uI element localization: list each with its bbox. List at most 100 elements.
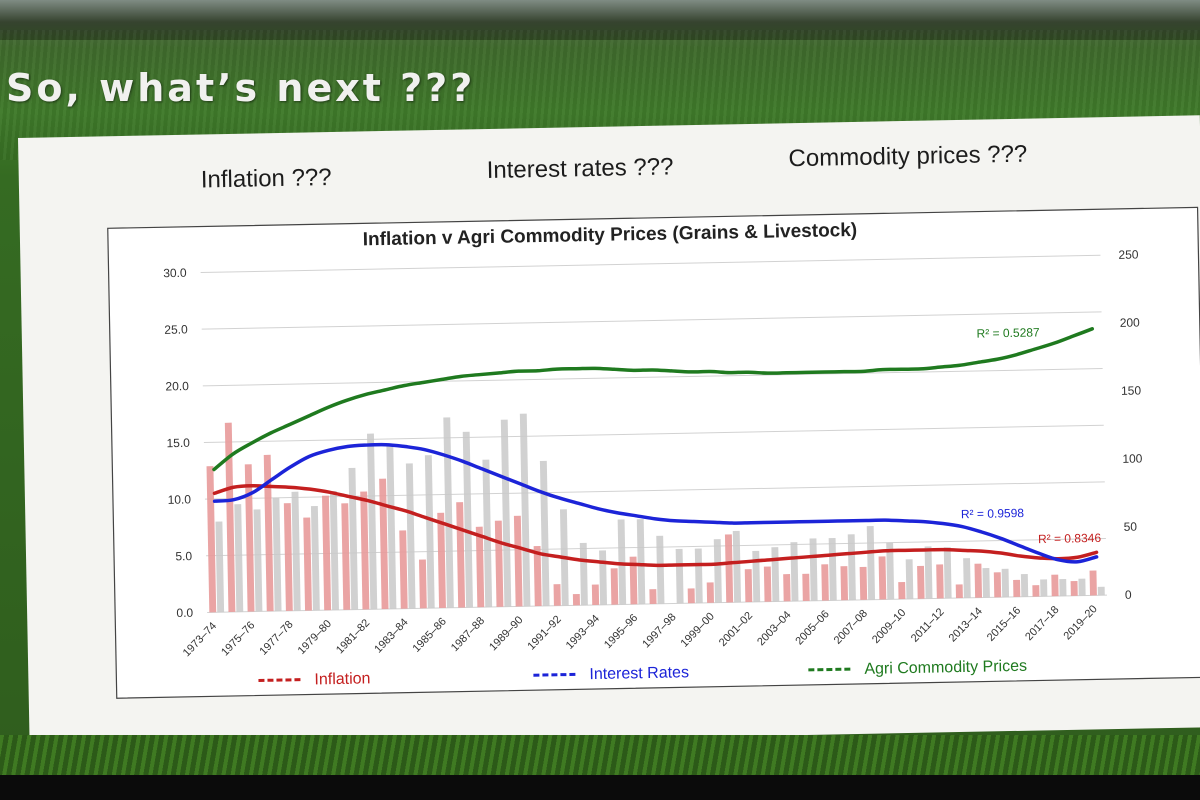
bar-inflation	[610, 568, 619, 605]
bar-interest-rate	[886, 542, 895, 600]
y-tick-label-left: 25.0	[164, 322, 188, 336]
bar-interest-rate	[809, 538, 818, 601]
gridline	[200, 254, 1101, 274]
bar-interest-rate	[771, 547, 780, 602]
bar-interest-rate	[539, 460, 550, 607]
bar-inflation	[244, 464, 255, 612]
legend-swatch-inflation	[258, 678, 303, 682]
bar-interest-rate	[329, 490, 339, 611]
slide-headline: So, what’s next ???	[6, 66, 476, 110]
bar-inflation	[321, 495, 332, 611]
bar-interest-rate	[828, 538, 837, 601]
trend-line-inflation	[212, 483, 1099, 568]
bar-interest-rate	[386, 444, 397, 609]
bar-inflation	[283, 503, 293, 611]
y-tick-label-right: 0	[1125, 588, 1132, 602]
bar-interest-rate	[1059, 578, 1067, 597]
bar-inflation	[1070, 581, 1078, 596]
bar-interest-rate	[924, 546, 933, 599]
bar-interest-rate	[367, 433, 378, 610]
background-tree-line	[0, 0, 1200, 40]
bar-inflation	[706, 582, 714, 603]
bar-inflation	[878, 556, 887, 600]
bar-inflation	[379, 478, 389, 610]
bar-interest-rate	[215, 521, 225, 613]
y-tick-label-left: 20.0	[165, 379, 189, 393]
bar-interest-rate	[272, 497, 282, 612]
bar-inflation	[744, 569, 753, 603]
bar-inflation	[399, 530, 408, 609]
bar-interest-rate	[943, 547, 952, 599]
bar-inflation	[591, 584, 600, 606]
bar-inflation	[821, 564, 829, 601]
bar-interest-rate	[963, 558, 971, 598]
y-tick-label-right: 150	[1121, 383, 1142, 397]
bar-inflation	[418, 559, 427, 609]
bar-inflation	[724, 534, 734, 603]
r-squared-commodity: R² = 0.5287	[976, 325, 1040, 340]
r-squared-inflation: R² = 0.8346	[1038, 531, 1102, 546]
bar-interest-rate	[424, 455, 435, 609]
legend-label-inflation: Inflation	[314, 670, 370, 688]
bar-inflation	[263, 454, 274, 612]
bar-interest-rate	[982, 567, 990, 598]
bar-inflation	[917, 565, 925, 599]
bar-interest-rate	[790, 542, 799, 602]
bar-inflation	[783, 574, 791, 602]
bar-inflation	[898, 582, 906, 600]
bar-inflation	[687, 588, 695, 604]
bar-interest-rate	[1040, 579, 1048, 597]
bar-interest-rate	[310, 506, 320, 611]
y-tick-label-left: 5.0	[175, 549, 192, 563]
trend-line-agri-commodity-prices	[212, 327, 1095, 472]
bar-interest-rate	[253, 509, 263, 612]
y-tick-label-left: 0.0	[176, 606, 193, 620]
y-tick-label-right: 50	[1124, 520, 1138, 534]
gridline	[201, 311, 1102, 330]
bar-interest-rate	[675, 548, 684, 604]
bar-interest-rate	[1001, 568, 1010, 598]
bar-inflation	[533, 545, 542, 607]
bar-inflation	[553, 584, 561, 606]
bar-inflation	[437, 512, 446, 609]
bar-interest-rate	[713, 539, 722, 603]
bar-interest-rate	[291, 491, 301, 611]
bar-inflation	[1051, 574, 1059, 597]
bar-inflation	[224, 422, 236, 613]
bar-interest-rate	[694, 548, 703, 604]
y-tick-label-left: 10.0	[167, 492, 191, 506]
bar-inflation	[1032, 585, 1040, 597]
legend-swatch-interest	[533, 672, 578, 677]
bar-interest-rate	[905, 559, 914, 600]
inflation-commodity-chart: 0.0 5.0 10.0 15.0 20.0 25.0 30.0 0 50 100 150 200 25…	[107, 206, 1200, 699]
bar-interest-rate	[617, 519, 627, 605]
background-grass	[0, 735, 1200, 780]
bar-inflation	[649, 589, 657, 604]
bar-inflation	[955, 584, 963, 599]
legend-label-interest: Interest Rates	[589, 664, 689, 683]
gridline	[202, 368, 1103, 387]
y-tick-label-left: 30.0	[163, 266, 187, 280]
y-tick-label-right: 100	[1122, 451, 1143, 465]
slide-panel: Inflation ??? Interest rates ??? Commodi…	[18, 115, 1200, 750]
bar-interest-rate	[847, 534, 856, 601]
bar-interest-rate	[1020, 574, 1029, 597]
bar-inflation	[974, 563, 983, 598]
bar-inflation	[936, 564, 944, 599]
bar-inflation	[629, 556, 638, 605]
bar-inflation	[360, 491, 370, 610]
bar-inflation	[572, 593, 580, 606]
bar-interest-rate	[519, 413, 531, 607]
bar-inflation	[993, 572, 1002, 598]
y-tick-label-left: 15.0	[166, 436, 190, 450]
bar-inflation	[1013, 579, 1021, 597]
bar-interest-rate	[636, 519, 646, 605]
bar-inflation	[763, 566, 772, 602]
bar-interest-rate	[656, 535, 665, 604]
gridline	[203, 424, 1104, 443]
bar-interest-rate	[752, 550, 761, 602]
bar-interest-rate	[443, 417, 454, 608]
bar-interest-rate	[500, 419, 512, 607]
trend-line-interest-rates	[212, 442, 1099, 564]
bar-interest-rate	[866, 525, 876, 600]
